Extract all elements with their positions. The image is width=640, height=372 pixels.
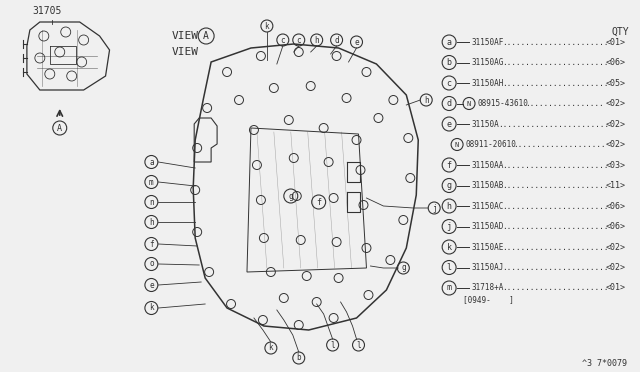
- Text: 31150AB: 31150AB: [471, 181, 504, 190]
- Text: <03>: <03>: [605, 160, 625, 170]
- Text: <02>: <02>: [605, 263, 625, 272]
- Text: g: g: [401, 263, 406, 273]
- Text: o: o: [149, 260, 154, 269]
- Text: b: b: [296, 353, 301, 362]
- Text: l: l: [330, 340, 335, 350]
- Text: k: k: [447, 243, 452, 251]
- Text: .......................: .......................: [502, 78, 609, 87]
- Text: g: g: [288, 192, 293, 201]
- Text: h: h: [149, 218, 154, 227]
- Text: <02>: <02>: [605, 243, 625, 251]
- Text: .......................: .......................: [502, 202, 609, 211]
- Text: ........................: ........................: [498, 119, 609, 128]
- Text: e: e: [447, 119, 452, 128]
- Text: k: k: [149, 304, 154, 312]
- Text: f: f: [316, 198, 321, 206]
- Text: .......................: .......................: [502, 243, 609, 251]
- Text: 31150AF: 31150AF: [471, 38, 504, 46]
- Text: 31150AH: 31150AH: [471, 78, 504, 87]
- Text: <06>: <06>: [605, 222, 625, 231]
- Text: h: h: [314, 35, 319, 45]
- Text: N: N: [455, 141, 460, 148]
- Text: <01>: <01>: [605, 283, 625, 292]
- Text: [0949-    ]: [0949- ]: [463, 295, 514, 305]
- Text: j: j: [447, 222, 452, 231]
- Text: 08915-43610: 08915-43610: [477, 99, 528, 108]
- Text: .......................: .......................: [502, 58, 609, 67]
- Text: c: c: [296, 35, 301, 45]
- Text: d: d: [447, 99, 452, 108]
- Text: m: m: [447, 283, 452, 292]
- Text: .......................: .......................: [502, 222, 609, 231]
- Text: j: j: [432, 203, 436, 212]
- Text: 31705: 31705: [32, 6, 61, 16]
- Text: 31150A: 31150A: [471, 119, 499, 128]
- Text: 08911-20610: 08911-20610: [465, 140, 516, 149]
- Text: b: b: [447, 58, 452, 67]
- Text: 31150AG: 31150AG: [471, 58, 504, 67]
- Text: .......................: .......................: [502, 160, 609, 170]
- Text: h: h: [424, 96, 429, 105]
- Text: k: k: [264, 22, 269, 31]
- Text: <02>: <02>: [605, 140, 625, 149]
- Text: c: c: [447, 78, 452, 87]
- Text: .......................: .......................: [502, 181, 609, 190]
- Text: ....................: ....................: [513, 140, 605, 149]
- Text: n: n: [149, 198, 154, 206]
- Text: QTY: QTY: [612, 27, 629, 37]
- Text: h: h: [447, 202, 452, 211]
- Text: <02>: <02>: [605, 119, 625, 128]
- Text: a: a: [149, 157, 154, 167]
- Text: ^3 7*0079: ^3 7*0079: [582, 359, 627, 369]
- Text: f: f: [447, 160, 452, 170]
- Text: .................: .................: [525, 99, 604, 108]
- Text: .......................: .......................: [502, 38, 609, 46]
- Text: e: e: [354, 38, 359, 46]
- Text: 31150AJ: 31150AJ: [471, 263, 504, 272]
- Text: d: d: [334, 35, 339, 45]
- Text: <05>: <05>: [605, 78, 625, 87]
- Text: f: f: [149, 240, 154, 248]
- Text: A: A: [204, 31, 209, 41]
- Text: VIEW: VIEW: [172, 31, 198, 41]
- Text: 31150AD: 31150AD: [471, 222, 504, 231]
- Text: l: l: [447, 263, 452, 272]
- Text: .......................: .......................: [502, 263, 609, 272]
- Text: <11>: <11>: [605, 181, 625, 190]
- Text: <02>: <02>: [605, 99, 625, 108]
- Text: .......................: .......................: [502, 283, 609, 292]
- Text: 31150AC: 31150AC: [471, 202, 504, 211]
- Text: 31718+A: 31718+A: [471, 283, 504, 292]
- Text: g: g: [447, 181, 452, 190]
- Text: c: c: [280, 35, 285, 45]
- Text: <01>: <01>: [605, 38, 625, 46]
- Text: <06>: <06>: [605, 58, 625, 67]
- Text: l: l: [356, 340, 361, 350]
- Text: 31150AA: 31150AA: [471, 160, 504, 170]
- Text: <06>: <06>: [605, 202, 625, 211]
- Text: e: e: [149, 280, 154, 289]
- Text: k: k: [269, 343, 273, 353]
- Text: A: A: [57, 124, 62, 132]
- Text: a: a: [447, 38, 452, 46]
- Text: m: m: [149, 177, 154, 186]
- Text: VIEW: VIEW: [172, 47, 198, 57]
- Text: N: N: [467, 100, 471, 106]
- Text: 31150AE: 31150AE: [471, 243, 504, 251]
